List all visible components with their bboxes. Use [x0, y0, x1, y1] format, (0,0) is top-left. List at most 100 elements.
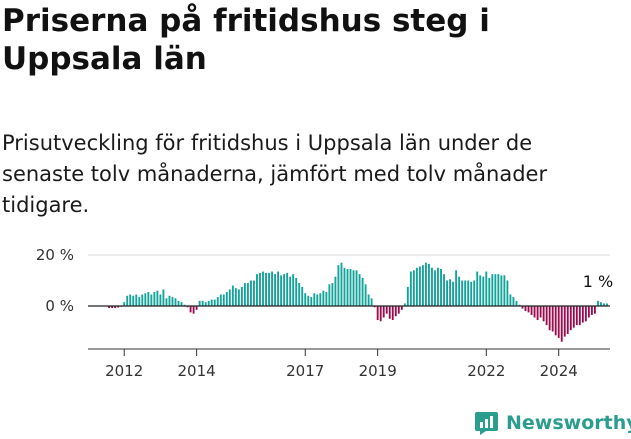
bar — [449, 279, 452, 306]
bar — [370, 298, 373, 306]
bar — [259, 272, 261, 306]
bar — [283, 274, 286, 307]
bar — [485, 271, 488, 306]
bar — [210, 299, 213, 307]
bar — [566, 306, 569, 335]
bar — [572, 306, 575, 328]
bar — [593, 306, 596, 314]
bar — [195, 306, 198, 310]
bar — [337, 265, 340, 306]
bar — [219, 294, 222, 306]
bar — [542, 306, 545, 322]
bar — [256, 274, 258, 307]
bar — [521, 306, 524, 309]
newsworthy-logo: Newsworthy — [474, 409, 631, 437]
bar — [228, 289, 231, 306]
bar — [207, 300, 210, 306]
bar — [168, 295, 171, 306]
bar — [114, 306, 117, 309]
bar — [406, 286, 409, 307]
y-axis-ticks: 20 % 0 % — [36, 246, 74, 315]
bar — [277, 271, 280, 306]
bar — [271, 271, 273, 306]
bar — [482, 276, 485, 306]
bar — [524, 306, 527, 312]
bar — [129, 294, 132, 306]
bar — [334, 276, 337, 306]
bar — [174, 298, 177, 306]
price-change-bar-chart: 20 % 0 % 2012 2014 2017 2019 2022 2024 1 % — [36, 246, 613, 380]
bar — [268, 272, 270, 306]
bar — [494, 274, 497, 307]
x-tick-label: 2022 — [467, 362, 505, 380]
bar — [403, 303, 406, 306]
bar — [313, 293, 316, 306]
bar — [310, 297, 313, 306]
bar — [331, 283, 334, 306]
bar — [216, 297, 219, 306]
bar — [165, 298, 168, 306]
bar — [376, 306, 379, 321]
bar — [171, 297, 174, 306]
bar — [295, 277, 298, 306]
bar — [361, 277, 364, 306]
bar — [536, 306, 539, 321]
bar — [488, 277, 491, 306]
bar — [319, 293, 322, 306]
bar — [434, 270, 436, 306]
bar — [569, 306, 572, 331]
bar — [391, 306, 394, 321]
bar — [189, 306, 192, 313]
newsworthy-chart-icon — [475, 411, 498, 435]
bar — [135, 294, 138, 306]
bar — [222, 294, 225, 306]
bar — [452, 281, 455, 306]
bar — [147, 291, 150, 306]
brand-name: Newsworthy — [506, 412, 631, 434]
bar — [491, 274, 494, 307]
bar — [346, 269, 349, 306]
bar — [497, 274, 500, 307]
bar — [388, 306, 391, 319]
bar — [527, 306, 530, 313]
bar — [358, 274, 361, 307]
bar — [126, 295, 129, 306]
x-axis-ticks: 2012 2014 2017 2019 2022 2024 — [105, 349, 578, 380]
bar — [533, 306, 536, 318]
bar — [262, 271, 264, 306]
bar — [325, 291, 328, 306]
bar — [213, 299, 216, 307]
bar — [545, 306, 548, 326]
bar — [554, 306, 557, 336]
bar — [379, 306, 382, 322]
bar — [204, 302, 207, 306]
bars — [108, 262, 608, 342]
bar — [500, 275, 503, 306]
bar — [415, 267, 418, 306]
bar — [400, 306, 403, 310]
bar — [455, 270, 458, 306]
bar — [138, 297, 141, 306]
bar — [243, 283, 246, 306]
bar — [530, 306, 533, 315]
bar — [578, 306, 581, 326]
bar — [581, 306, 584, 323]
bar — [470, 281, 473, 306]
bar — [117, 306, 120, 308]
bar — [304, 293, 307, 306]
bar — [153, 291, 156, 306]
bar — [431, 267, 433, 306]
bar — [132, 295, 135, 306]
bar — [440, 269, 442, 306]
bar — [286, 272, 289, 306]
bar — [409, 271, 412, 306]
bar — [234, 288, 237, 306]
bar — [108, 306, 111, 309]
bar — [461, 280, 464, 306]
bar — [180, 302, 183, 306]
bar — [343, 267, 346, 306]
bar — [141, 294, 144, 306]
bar — [162, 289, 165, 306]
bar — [515, 300, 518, 306]
bar — [231, 285, 234, 306]
